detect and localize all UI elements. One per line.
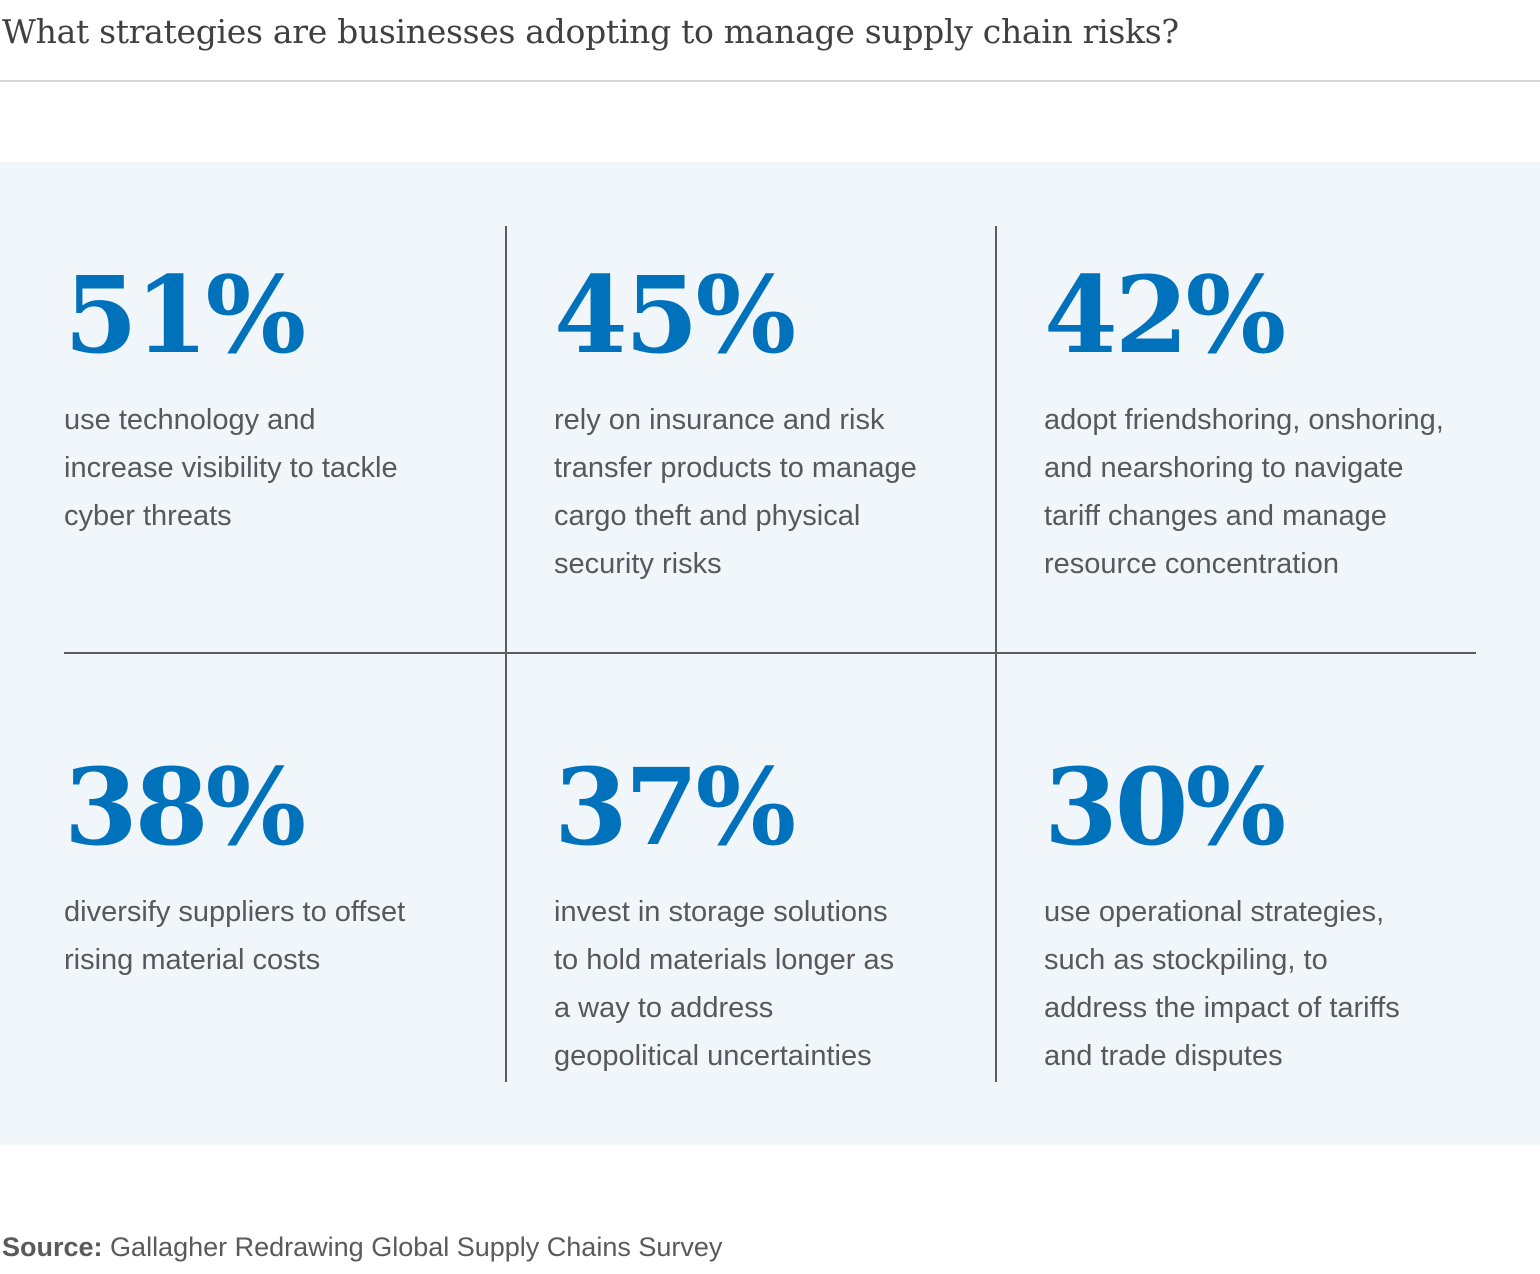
- stat-value: 37%: [554, 744, 796, 869]
- row-divider: [64, 652, 1476, 654]
- title-divider: [0, 80, 1540, 82]
- stat-value: 30%: [1044, 744, 1286, 869]
- stat-card-6: 30% use operational strategies, such as …: [1044, 754, 1524, 1080]
- stat-card-3: 42% adopt friendshoring, onshoring, and …: [1044, 262, 1524, 588]
- stat-description: invest in storage solutions to hold mate…: [554, 896, 895, 1072]
- stat-description: use operational strategies, such as stoc…: [1044, 896, 1400, 1072]
- stat-card-4: 38% diversify suppliers to offset rising…: [64, 754, 484, 984]
- stat-value: 38%: [64, 744, 306, 869]
- stat-description: adopt friendshoring, onshoring, and near…: [1044, 404, 1444, 580]
- stat-card-5: 37% invest in storage solutions to hold …: [554, 754, 974, 1080]
- stat-value: 42%: [1044, 252, 1286, 377]
- source-label: Source:: [2, 1232, 103, 1262]
- stat-description: diversify suppliers to offset rising mat…: [64, 896, 406, 976]
- stat-description: use technology and increase visibility t…: [64, 404, 398, 532]
- column-divider-1: [505, 226, 507, 1082]
- stat-value: 51%: [64, 252, 306, 377]
- source-note: Source: Gallagher Redrawing Global Suppl…: [2, 1232, 722, 1263]
- stat-card-1: 51% use technology and increase visibili…: [64, 262, 484, 540]
- stat-value: 45%: [554, 252, 796, 377]
- source-text: Gallagher Redrawing Global Supply Chains…: [110, 1232, 723, 1262]
- stat-description: rely on insurance and risk transfer prod…: [554, 404, 917, 580]
- column-divider-2: [995, 226, 997, 1082]
- page-title: What strategies are businesses adopting …: [2, 12, 1179, 51]
- stat-card-2: 45% rely on insurance and risk transfer …: [554, 262, 974, 588]
